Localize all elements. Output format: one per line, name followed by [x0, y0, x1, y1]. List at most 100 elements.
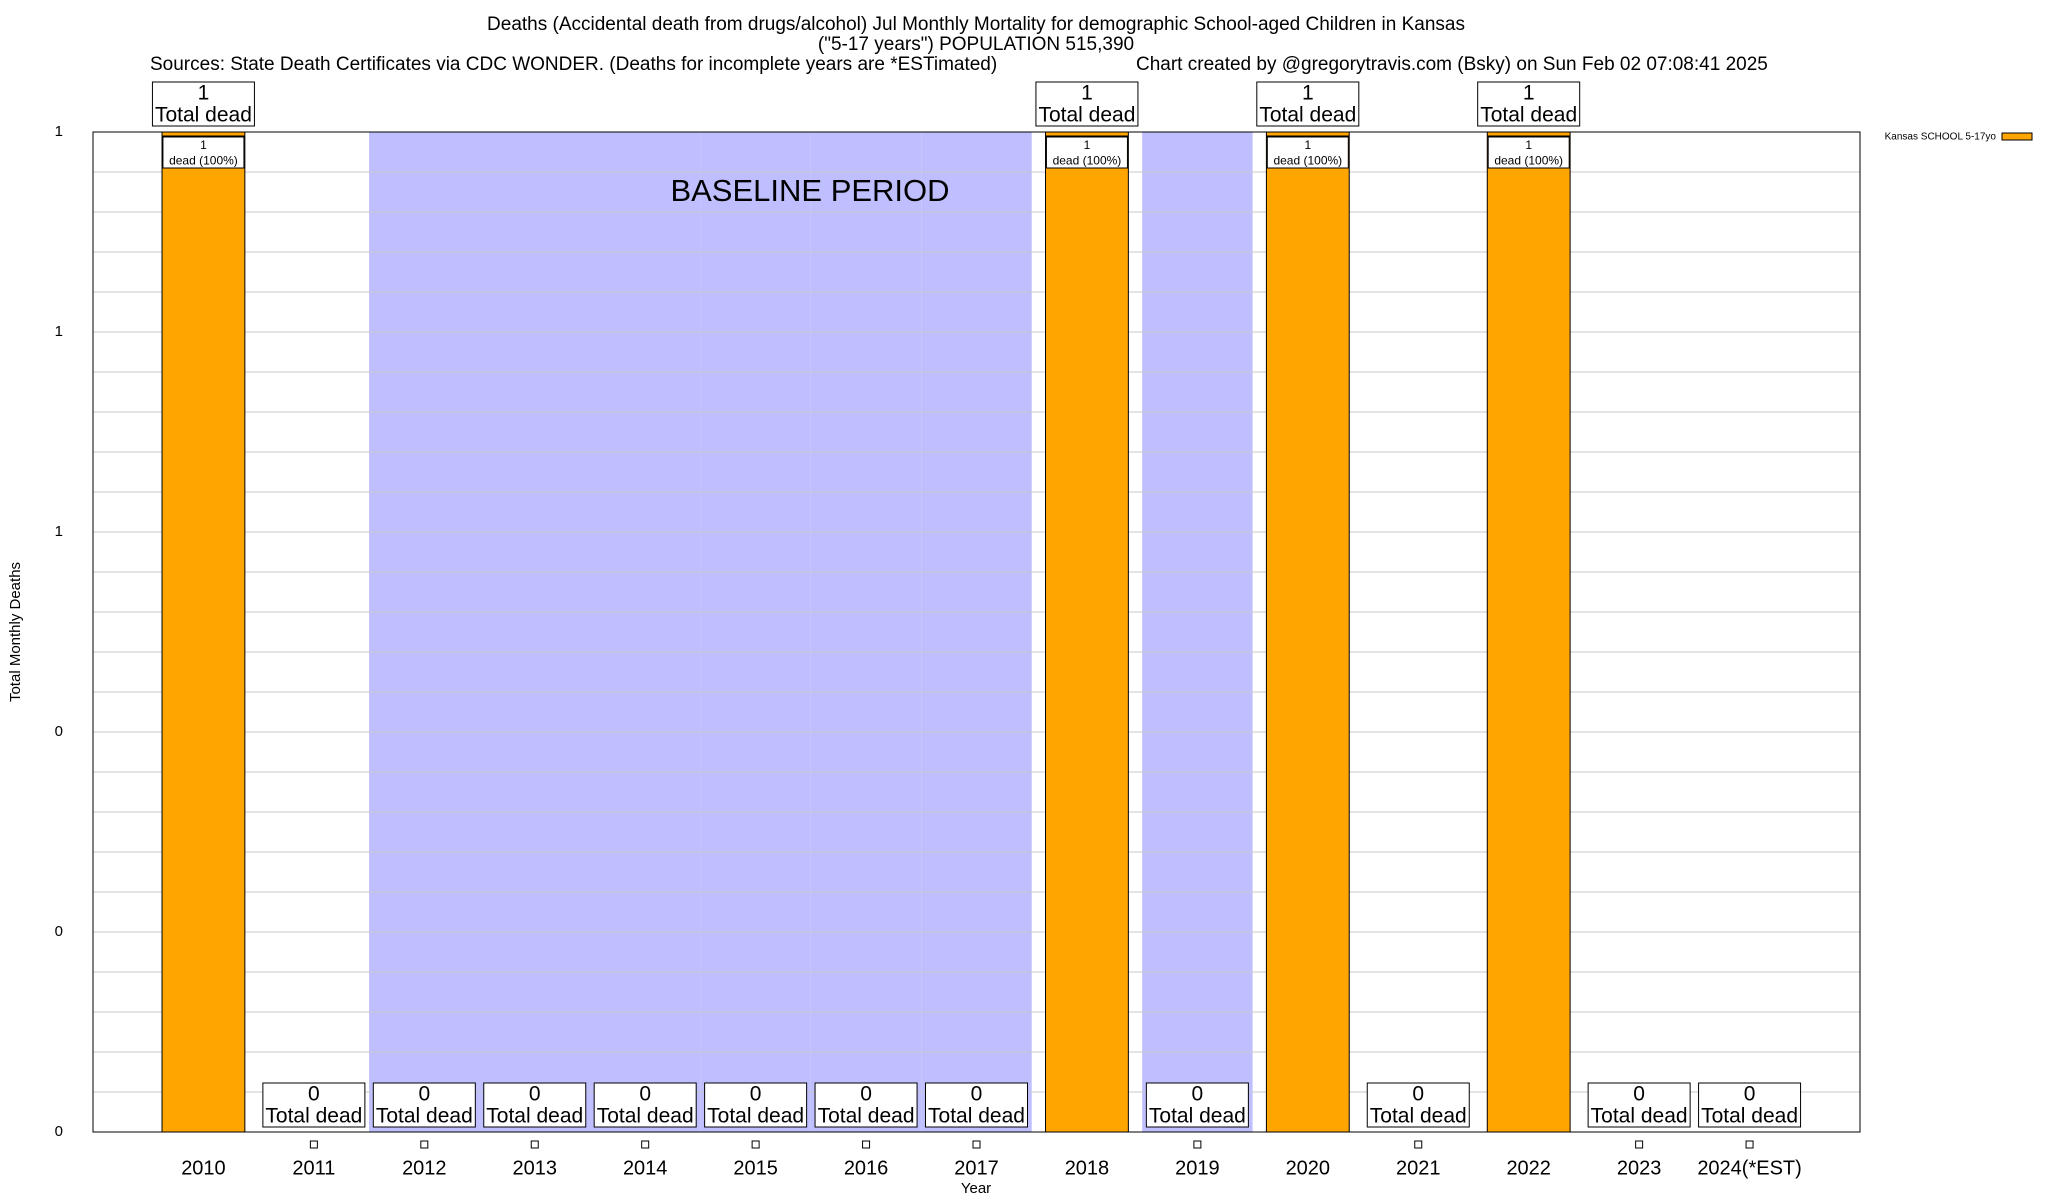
label-box [925, 1082, 1028, 1128]
y-axis-label: Total Monthly Deaths [7, 562, 24, 702]
total-label: Total dead [155, 104, 252, 127]
segment-share-label: dead (100%) [1053, 153, 1122, 167]
value-label: 0 [1412, 1083, 1424, 1106]
plot-frame [92, 131, 1861, 1133]
legend-label: Kansas SCHOOL 5-17yo [1885, 132, 1997, 143]
label-box [162, 136, 245, 169]
label-box [1587, 1082, 1691, 1128]
sources: Sources: State Death Certificates via CD… [150, 54, 997, 75]
baseline-shade [589, 132, 701, 1132]
label-box [704, 1082, 808, 1128]
value-label: 1 [198, 82, 210, 105]
zero-marker [1193, 1140, 1202, 1149]
label-box [262, 1082, 366, 1128]
x-tick-label: 2018 [1065, 1157, 1110, 1179]
total-label: Total dead [928, 1105, 1025, 1128]
value-label: 0 [639, 1083, 651, 1106]
label-box [593, 1082, 697, 1128]
x-tick-label: 2014 [623, 1157, 668, 1179]
total-label: Total dead [1370, 1105, 1467, 1128]
total-label: Total dead [707, 1105, 804, 1128]
bar [1486, 131, 1571, 1133]
value-label: 0 [1192, 1083, 1204, 1106]
baseline-shade [369, 132, 480, 1132]
x-tick-label: 2021 [1396, 1157, 1441, 1179]
zero-marker [309, 1140, 318, 1149]
x-tick-label: 2024(*EST) [1697, 1157, 1802, 1179]
label-box [372, 1082, 476, 1128]
zero-marker [751, 1140, 760, 1149]
total-label: Total dead [1591, 1105, 1688, 1128]
label-box [1256, 81, 1360, 127]
value-label: 0 [1744, 1083, 1756, 1106]
x-tick-label: 2013 [513, 1157, 558, 1179]
y-tick-label: 1 [55, 523, 63, 540]
baseline-shade [700, 132, 811, 1132]
total-label: Total dead [597, 1105, 694, 1128]
label-box [1145, 1082, 1249, 1128]
zero-marker [1414, 1140, 1423, 1149]
total-label: Total dead [265, 1105, 362, 1128]
label-box [1487, 136, 1570, 169]
bar [1045, 131, 1129, 1133]
total-label: Total dead [1480, 104, 1577, 127]
value-label: 0 [418, 1083, 430, 1106]
segment-value-label: 1 [1084, 138, 1091, 152]
label-box [1045, 136, 1128, 169]
x-axis-label: Year [961, 1180, 991, 1197]
total-label: Total dead [1259, 104, 1356, 127]
total-label: Total dead [376, 1105, 473, 1128]
label-box [1698, 1082, 1802, 1128]
segment-share-label: dead (100%) [1273, 153, 1342, 167]
baseline-label: BASELINE PERIOD [670, 173, 949, 208]
baseline-shade [1142, 132, 1253, 1132]
value-label: 1 [1302, 82, 1314, 105]
segment-value-label: 1 [1525, 138, 1532, 152]
x-tick-label: 2010 [181, 1157, 226, 1179]
x-tick-label: 2012 [402, 1157, 447, 1179]
baseline-shade [479, 132, 590, 1132]
total-label: Total dead [1038, 104, 1135, 127]
segment-value-label: 1 [1304, 138, 1311, 152]
value-label: 1 [1523, 82, 1535, 105]
total-label: Total dead [1149, 1105, 1246, 1128]
y-tick-label: 1 [55, 123, 63, 140]
segment-share-label: dead (100%) [1494, 153, 1563, 167]
zero-marker [1635, 1140, 1644, 1149]
x-tick-label: 2016 [844, 1157, 889, 1179]
label-box [1477, 81, 1581, 127]
zero-marker [972, 1140, 981, 1149]
bar [161, 131, 246, 1133]
chart-subtitle: ("5-17 years") POPULATION 515,390 [818, 34, 1134, 55]
x-tick-label: 2020 [1286, 1157, 1331, 1179]
legend-swatch [2001, 132, 2033, 141]
y-tick-label: 0 [55, 723, 63, 740]
credit: Chart created by @gregorytravis.com (Bsk… [1136, 54, 1768, 75]
y-tick-label: 0 [55, 923, 63, 940]
total-label: Total dead [1701, 1105, 1798, 1128]
value-label: 0 [529, 1083, 541, 1106]
label-box [1266, 136, 1349, 169]
value-label: 1 [1081, 82, 1093, 105]
chart-title: Deaths (Accidental death from drugs/alco… [487, 14, 1465, 35]
x-tick-label: 2023 [1617, 1157, 1662, 1179]
label-box [1366, 1082, 1470, 1128]
x-tick-label: 2011 [292, 1157, 335, 1179]
zero-marker [862, 1140, 871, 1149]
label-box [1035, 81, 1139, 127]
baseline-shade [810, 132, 922, 1132]
y-tick-label: 1 [55, 323, 63, 340]
total-label: Total dead [818, 1105, 915, 1128]
label-box [151, 81, 255, 127]
value-label: 0 [308, 1083, 320, 1106]
x-tick-label: 2019 [1175, 1157, 1220, 1179]
baseline-shade [921, 132, 1032, 1132]
total-label: Total dead [486, 1105, 583, 1128]
label-box [483, 1082, 587, 1128]
x-tick-label: 2022 [1506, 1157, 1551, 1179]
y-tick-label: 0 [55, 1123, 63, 1140]
value-label: 0 [750, 1083, 762, 1106]
segment-value-label: 1 [200, 138, 207, 152]
value-label: 0 [1633, 1083, 1645, 1106]
